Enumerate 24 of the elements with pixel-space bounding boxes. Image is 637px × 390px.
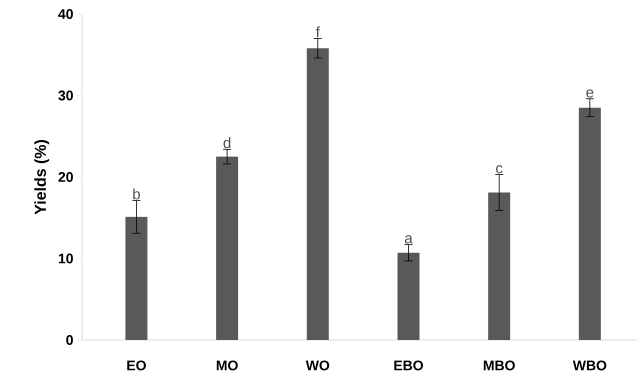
y-tick-label: 0 — [66, 335, 73, 345]
x-tick-label: EBO — [394, 360, 423, 370]
y-tick-label: 40 — [58, 9, 73, 19]
bar — [306, 48, 329, 340]
bar — [125, 216, 148, 340]
x-tick-label: WO — [306, 360, 330, 370]
y-tick-label: 30 — [58, 90, 73, 100]
x-tick-label: MBO — [484, 360, 515, 370]
bar — [216, 156, 238, 340]
y-tick-label: 10 — [58, 254, 73, 264]
y-axis-title: Yields (%) — [34, 140, 50, 215]
x-tick-label: MO — [216, 360, 238, 370]
x-tick-label: WBO — [572, 360, 606, 370]
bar — [578, 108, 601, 340]
annotation: f — [316, 26, 320, 38]
annotation: a — [404, 235, 413, 244]
bar — [397, 252, 420, 340]
bar — [488, 192, 510, 340]
y-tick-label: 20 — [58, 172, 73, 182]
x-tick-label: EO — [127, 360, 146, 370]
annotation: b — [133, 188, 140, 200]
annotation: c — [496, 165, 503, 174]
annotation: e — [586, 89, 594, 98]
annotation: d — [224, 137, 230, 148]
